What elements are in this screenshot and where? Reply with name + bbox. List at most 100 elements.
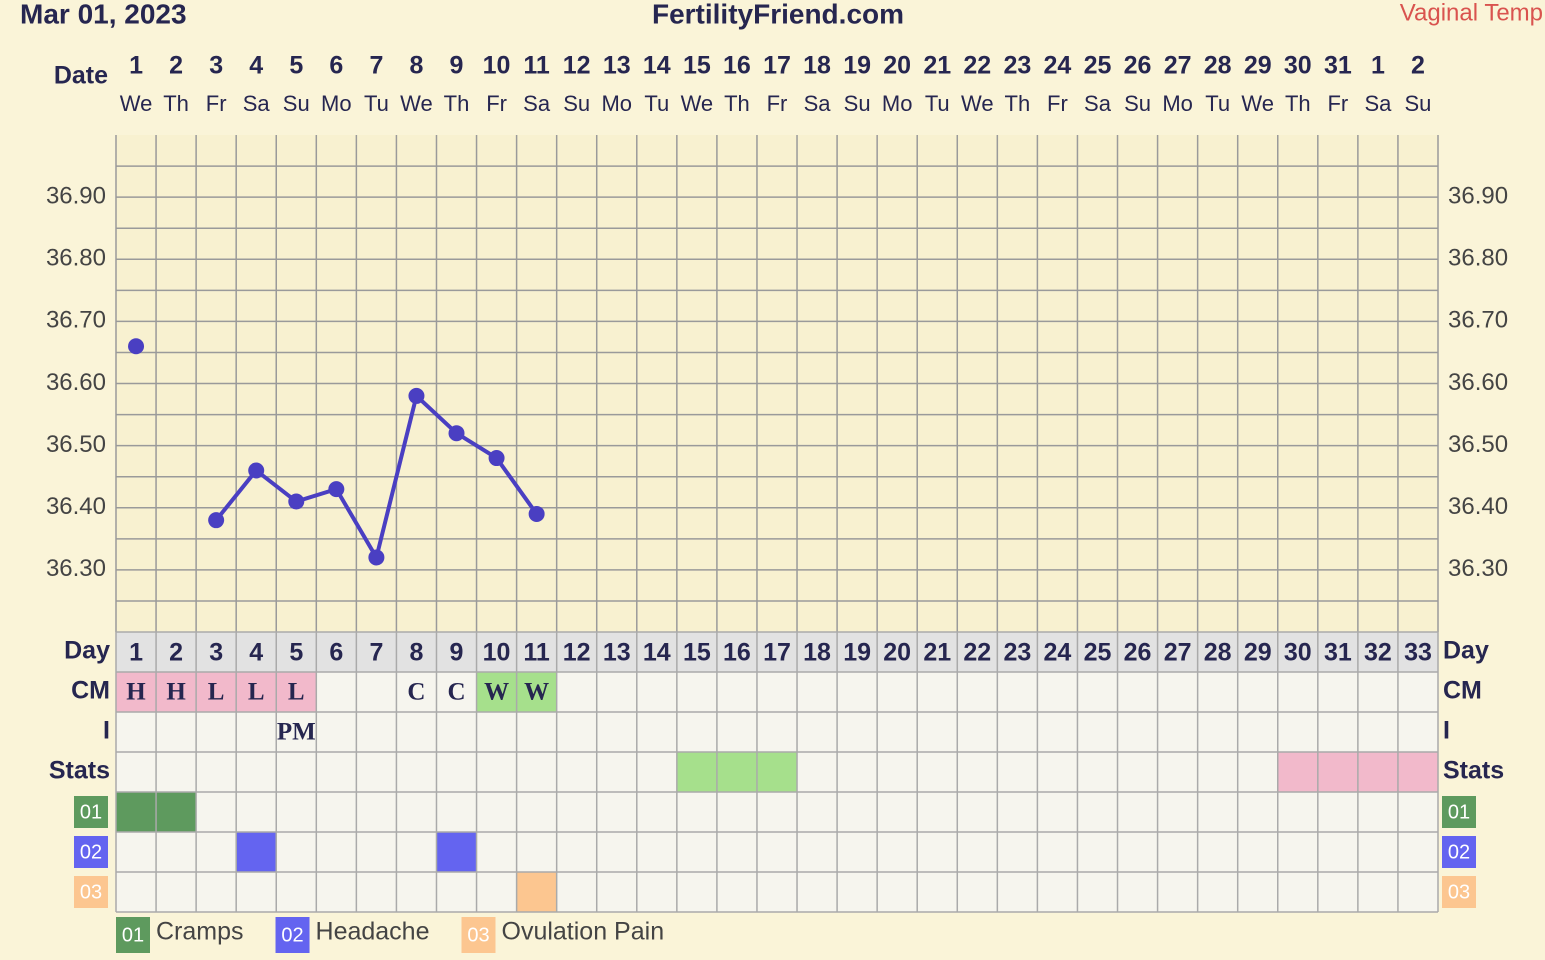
symptom-badge bbox=[74, 836, 108, 868]
temp-point bbox=[288, 493, 305, 510]
weekday-label: We bbox=[120, 91, 153, 116]
temp-point bbox=[368, 549, 385, 566]
cell-fill bbox=[1357, 752, 1398, 792]
row-label: CM bbox=[71, 677, 110, 705]
cm-label: W bbox=[524, 679, 549, 706]
day-label: 13 bbox=[603, 639, 631, 667]
weekday-label: We bbox=[400, 91, 433, 116]
cell-fill bbox=[756, 752, 798, 792]
day-label: 6 bbox=[329, 639, 343, 667]
day-label: 4 bbox=[249, 639, 263, 667]
legend-label: Cramps bbox=[156, 918, 244, 946]
y2-tick-label: 36.70 bbox=[1448, 307, 1508, 334]
cm-label: L bbox=[248, 679, 265, 706]
day-label: 19 bbox=[843, 639, 871, 667]
day-label: 22 bbox=[963, 639, 991, 667]
row-label: Day bbox=[64, 637, 110, 665]
day-label: 9 bbox=[450, 639, 464, 667]
date-label: 21 bbox=[923, 52, 951, 80]
weekday-label: Th bbox=[724, 91, 750, 116]
day-label: 23 bbox=[1003, 639, 1031, 667]
day-label: 18 bbox=[803, 639, 831, 667]
day-label: 24 bbox=[1044, 639, 1072, 667]
row-label: I bbox=[103, 717, 110, 745]
date-label: 10 bbox=[483, 52, 511, 80]
date-label: 14 bbox=[643, 52, 671, 80]
weekday-label: Mo bbox=[882, 91, 913, 116]
weekday-label: Su bbox=[844, 91, 871, 116]
date-label: 9 bbox=[450, 52, 464, 80]
day-label: 15 bbox=[683, 639, 711, 667]
chart-title: FertilityFriend.com bbox=[652, 0, 904, 29]
date-label: 30 bbox=[1284, 52, 1312, 80]
date-label: 13 bbox=[603, 52, 631, 80]
temp-point bbox=[128, 338, 145, 355]
cell-fill bbox=[156, 672, 197, 712]
symptom-badge bbox=[1442, 836, 1476, 868]
date-label: 16 bbox=[723, 52, 751, 80]
temp-point bbox=[448, 425, 465, 442]
temp-point bbox=[248, 462, 265, 479]
weekday-label: Fr bbox=[206, 91, 227, 116]
weekday-label: Sa bbox=[1084, 91, 1112, 116]
date-label: 7 bbox=[369, 52, 383, 80]
temp-point bbox=[328, 481, 345, 498]
y-tick-label: 36.70 bbox=[46, 307, 106, 334]
y2-tick-label: 36.90 bbox=[1448, 182, 1508, 209]
cm-label: C bbox=[447, 679, 465, 706]
weekday-label: Th bbox=[163, 91, 189, 116]
day-label: 28 bbox=[1204, 639, 1232, 667]
cell-fill bbox=[1317, 752, 1358, 792]
date-label: 4 bbox=[249, 52, 263, 80]
day-label: 8 bbox=[410, 639, 424, 667]
y2-tick-label: 36.40 bbox=[1448, 493, 1508, 520]
day-label: 32 bbox=[1364, 639, 1392, 667]
day-label: 5 bbox=[289, 639, 303, 667]
legend-code: 01 bbox=[122, 924, 144, 946]
date-label: 1 bbox=[1371, 52, 1385, 80]
symptom-cell bbox=[516, 872, 557, 912]
date-label: 20 bbox=[883, 52, 911, 80]
date-label: 8 bbox=[410, 52, 424, 80]
weekday-label: We bbox=[681, 91, 714, 116]
date-label: 22 bbox=[963, 52, 991, 80]
day-label: 21 bbox=[923, 639, 951, 667]
day-label: 26 bbox=[1124, 639, 1152, 667]
temp-point bbox=[488, 450, 505, 467]
symptom-badge bbox=[1442, 796, 1476, 828]
y2-tick-label: 36.60 bbox=[1448, 369, 1508, 396]
symptom-badge bbox=[1442, 876, 1476, 908]
legend-label: Headache bbox=[316, 918, 430, 946]
date-label: 2 bbox=[1411, 52, 1425, 80]
chart-date: Mar 01, 2023 bbox=[20, 0, 187, 29]
day-label: 16 bbox=[723, 639, 751, 667]
date-label: 5 bbox=[289, 52, 303, 80]
weekday-label: Fr bbox=[767, 91, 788, 116]
cm-label: C bbox=[407, 679, 425, 706]
symptom-code: 02 bbox=[80, 841, 102, 863]
cm-label: W bbox=[484, 679, 509, 706]
legend-swatch bbox=[461, 917, 496, 953]
date-label: 3 bbox=[209, 52, 223, 80]
day-label: 7 bbox=[369, 639, 383, 667]
weekday-label: Fr bbox=[486, 91, 507, 116]
cell-fill bbox=[476, 672, 517, 712]
y-tick-label: 36.80 bbox=[46, 245, 106, 272]
day-label: 10 bbox=[483, 639, 511, 667]
day-label: 25 bbox=[1084, 639, 1112, 667]
symptom-code: 03 bbox=[80, 881, 102, 903]
weekday-label: Sa bbox=[1364, 91, 1392, 116]
date-label: 26 bbox=[1124, 52, 1152, 80]
y2-tick-label: 36.30 bbox=[1448, 555, 1508, 582]
day-label: 11 bbox=[523, 639, 550, 667]
weekday-label: Tu bbox=[644, 91, 669, 116]
cell-fill bbox=[716, 752, 757, 792]
cell-fill bbox=[236, 672, 277, 712]
symptom-badge bbox=[74, 796, 108, 828]
day-label: 3 bbox=[209, 639, 223, 667]
date-label: 29 bbox=[1244, 52, 1272, 80]
weekday-label: Tu bbox=[925, 91, 950, 116]
weekday-label: We bbox=[961, 91, 994, 116]
day-row-bg bbox=[116, 632, 1438, 672]
date-label: 24 bbox=[1044, 52, 1072, 80]
